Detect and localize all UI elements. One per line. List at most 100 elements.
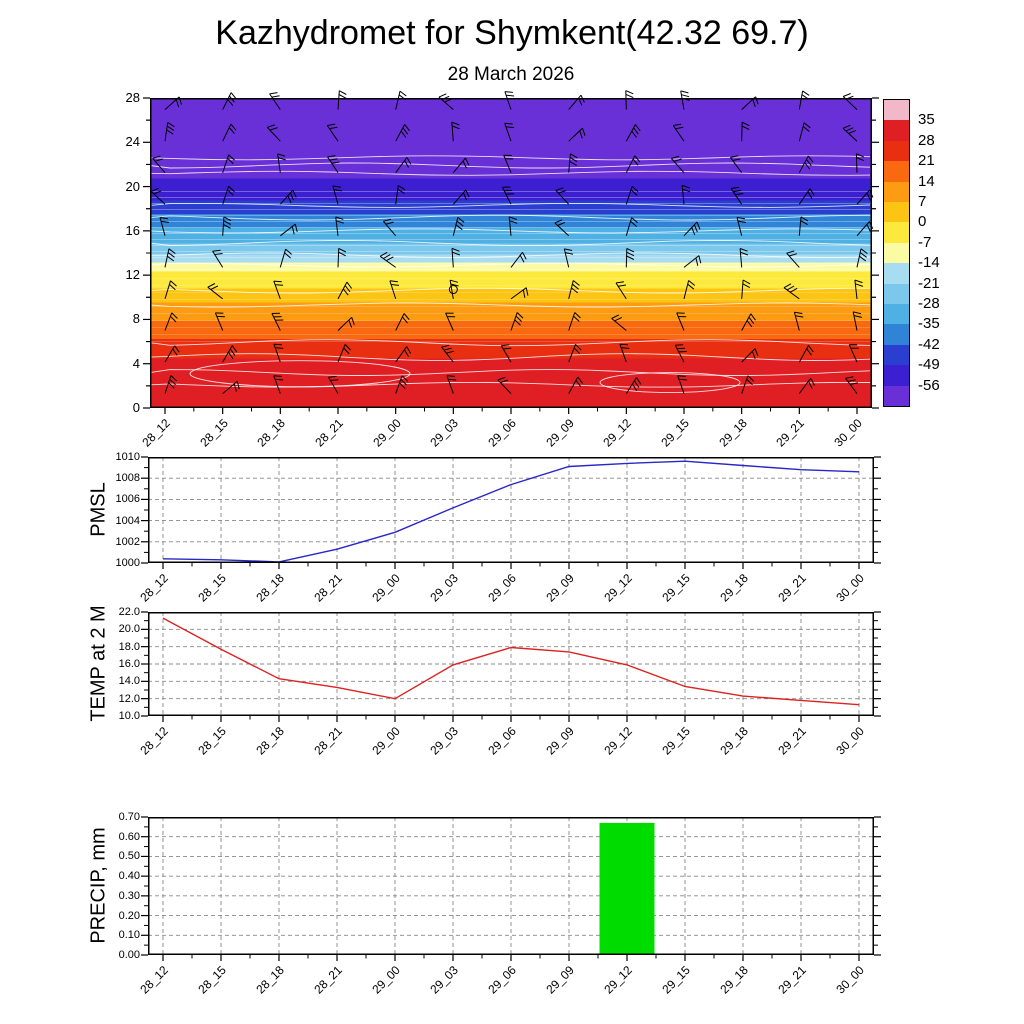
pmsl-line xyxy=(162,460,860,563)
plot-frame xyxy=(148,612,874,716)
temp-ytick-label: 16.0 xyxy=(118,658,140,670)
temp-time-tick-label: 29_03 xyxy=(427,724,461,758)
pmsl-canvas xyxy=(141,456,881,569)
colorbar-tick-label: -56 xyxy=(918,376,940,394)
precip-time-tick-label: 28_21 xyxy=(311,963,345,997)
colorbar-tick-label: 7 xyxy=(918,193,927,210)
white-contour-line xyxy=(149,240,871,247)
colorbar-segment xyxy=(884,100,909,121)
precip-time-tick-label: 30_00 xyxy=(833,963,867,997)
colorbar-segment xyxy=(884,140,909,162)
colorbar-tick-label: 0 xyxy=(918,213,927,231)
precip-time-tick-label: 29_03 xyxy=(427,963,461,997)
precip-ytick-label: 0.50 xyxy=(118,850,140,863)
colorbar-tick-label: -21 xyxy=(918,274,940,292)
precip-ytick-label: 0.10 xyxy=(118,929,140,942)
precip-ytick-label: 0.70 xyxy=(118,811,140,823)
precip-ytick-label: 0.30 xyxy=(118,889,140,902)
white-contour-line xyxy=(149,162,871,169)
temp-time-tick-label: 29_00 xyxy=(369,724,403,758)
pmsl-ytick-label: 1010 xyxy=(115,451,140,463)
colorbar-segment xyxy=(884,120,909,142)
white-contour-line xyxy=(149,381,871,388)
colorbar-segment xyxy=(884,344,909,366)
temp-time-tick-label: 30_00 xyxy=(833,724,867,758)
temp-time-tick-label: 29_06 xyxy=(485,724,519,758)
colorbar-segment xyxy=(884,202,909,223)
white-contour-line xyxy=(149,287,870,294)
precip-time-tick-label: 28_18 xyxy=(253,963,287,997)
colorbar-tick-label: -35 xyxy=(918,315,940,333)
colorbar-segment xyxy=(884,324,909,346)
temp-ytick-label: 14.0 xyxy=(118,675,140,688)
white-contour-line xyxy=(149,155,871,161)
white-contour-line xyxy=(149,170,871,176)
colorbar-tick-label: 28 xyxy=(918,131,935,149)
temp-ytick-label: 10.0 xyxy=(118,710,140,722)
precip-time-tick-label: 29_09 xyxy=(543,963,577,997)
pmsl-ytick-label: 1000 xyxy=(115,557,140,569)
colorbar-tick-label: -49 xyxy=(918,356,940,374)
white-contour-line xyxy=(149,302,871,308)
temp-time-tick-label: 29_18 xyxy=(717,724,751,758)
colorbar-segment xyxy=(884,304,909,325)
page-title: Kazhydromet for Shymkent(42.32 69.7) xyxy=(215,14,809,52)
xsec-ytick-label: 4 xyxy=(132,355,140,371)
precip-time-tick-label: 29_18 xyxy=(717,963,751,997)
colorbar-tick-label: -14 xyxy=(918,254,940,272)
xsec-ytick-label: 12 xyxy=(125,267,140,283)
temp-ytick-label: 20.0 xyxy=(118,623,140,636)
plot-frame xyxy=(148,457,874,563)
wind-barbs xyxy=(150,90,874,394)
date-subtitle: 28 March 2026 xyxy=(447,64,575,85)
precip-plot xyxy=(141,816,881,961)
colorbar-segment xyxy=(884,263,909,285)
white-contour-line xyxy=(149,353,871,361)
colorbar-segment xyxy=(884,242,909,264)
temp-line xyxy=(162,617,860,706)
precip-ytick-label: 0.00 xyxy=(118,949,140,961)
xsec-ytick-label: 8 xyxy=(132,311,140,327)
colorbar-tick-label: 14 xyxy=(918,172,935,190)
temp-time-tick-label: 28_18 xyxy=(253,724,287,758)
xsec-ytick-label: 0 xyxy=(132,400,140,415)
white-contour-line xyxy=(149,214,871,221)
temp-ytick-label: 18.0 xyxy=(118,640,140,653)
precip-time-tick-label: 29_21 xyxy=(775,963,809,997)
precip-time-tick-label: 28_12 xyxy=(137,963,171,997)
precip-ytick-label: 0.60 xyxy=(118,830,140,843)
temp-ytick-label: 22.0 xyxy=(118,606,140,618)
white-contour-line xyxy=(149,339,871,347)
cross-section-canvas xyxy=(143,90,879,414)
colorbar-frame xyxy=(883,99,910,407)
colorbar-tick-label: -42 xyxy=(918,335,940,353)
white-contour-line xyxy=(150,252,871,258)
white-contour-line xyxy=(149,262,871,268)
colorbar-segment xyxy=(884,161,909,183)
precip-time-tick-label: 29_00 xyxy=(369,963,403,997)
temp-time-tick-label: 28_21 xyxy=(311,724,345,758)
colorbar-tick-label: 21 xyxy=(918,152,935,170)
temp-time-tick-label: 29_09 xyxy=(543,724,577,758)
precip-bar xyxy=(599,822,655,955)
colorbar-tick-label: 35 xyxy=(918,111,935,129)
colorbar-segment xyxy=(884,365,909,387)
temp-canvas xyxy=(141,611,881,722)
precip-time-tick-label: 28_15 xyxy=(195,963,229,997)
plot-frame xyxy=(150,98,872,408)
cross-section-plot xyxy=(143,90,879,414)
colorbar-tick-label: -28 xyxy=(918,295,940,312)
precip-time-tick-label: 29_15 xyxy=(659,963,693,997)
pmsl-ytick-label: 1006 xyxy=(115,493,140,506)
xsec-ytick-label: 16 xyxy=(125,222,140,238)
colorbar-tick-label: -7 xyxy=(918,233,932,251)
temp-ytick-label: 12.0 xyxy=(118,692,140,705)
pmsl-ytick-label: 1004 xyxy=(115,514,140,527)
precip-ytick-label: 0.20 xyxy=(118,909,140,922)
precip-time-tick-label: 29_06 xyxy=(485,963,519,997)
xsec-ytick-label: 20 xyxy=(125,178,140,194)
temp-time-tick-label: 28_12 xyxy=(137,724,171,758)
temp-time-tick-label: 29_12 xyxy=(601,724,635,758)
precip-ytick-label: 0.40 xyxy=(118,870,140,883)
